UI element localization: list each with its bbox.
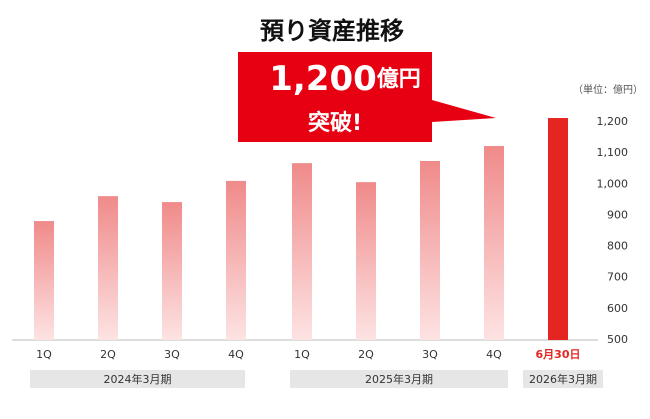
- group-band: [290, 370, 508, 388]
- bar: [162, 202, 182, 340]
- x-tick-label: 2Q: [358, 348, 374, 361]
- y-tick-label: 800: [607, 240, 628, 253]
- x-tick-label: 1Q: [294, 348, 310, 361]
- bar: [34, 221, 54, 340]
- bar: [484, 146, 504, 340]
- callout-amount: 1,200: [269, 59, 377, 99]
- x-tick-label: 1Q: [36, 348, 52, 361]
- bar: [226, 180, 246, 340]
- x-tick-label: 4Q: [228, 348, 244, 361]
- y-tick-label: 1,200: [597, 115, 629, 128]
- bar: [292, 163, 312, 340]
- chart-title: 預り資産推移: [260, 17, 404, 45]
- y-tick-label: 1,000: [597, 177, 629, 190]
- group-label: 2026年3月期: [529, 372, 597, 386]
- bar: [548, 118, 568, 340]
- x-tick-label: 3Q: [422, 348, 438, 361]
- x-tick-label: 6月30日: [536, 348, 581, 361]
- callout-line2: 突破!: [308, 110, 362, 136]
- callout-box: [238, 52, 496, 142]
- callout-amount-line: 1,200億円: [269, 59, 421, 99]
- x-tick-label: 2Q: [100, 348, 116, 361]
- unit-label: （単位：億円）: [573, 83, 643, 96]
- x-tick-label: 3Q: [164, 348, 180, 361]
- callout-unit: 億円: [377, 66, 421, 92]
- x-tick-label: 4Q: [486, 348, 502, 361]
- bar: [420, 160, 440, 340]
- group-label: 2024年3月期: [104, 372, 172, 386]
- y-tick-label: 600: [607, 302, 628, 315]
- bar: [98, 196, 118, 340]
- y-tick-label: 700: [607, 271, 628, 284]
- y-tick-label: 500: [607, 333, 628, 346]
- y-tick-label: 900: [607, 208, 628, 221]
- y-tick-label: 1,100: [597, 146, 629, 159]
- bar: [356, 182, 376, 340]
- group-band: [30, 370, 245, 388]
- group-band: [523, 370, 603, 388]
- group-label: 2025年3月期: [365, 372, 433, 386]
